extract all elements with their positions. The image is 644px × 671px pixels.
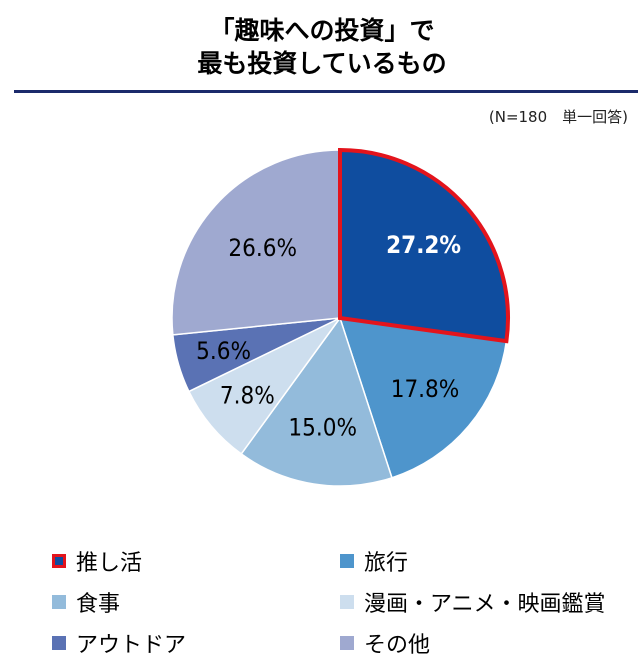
chart-title: 「趣味への投資」で 最も投資しているもの xyxy=(0,14,644,80)
title-divider xyxy=(14,90,638,93)
legend-swatch xyxy=(52,636,66,650)
legend-label: 漫画・アニメ・映画鑑賞 xyxy=(364,592,606,617)
legend-swatch xyxy=(52,554,66,568)
pie-slice-other xyxy=(171,149,341,336)
legend-swatch xyxy=(340,636,354,650)
legend-item-travel: 旅行 xyxy=(340,546,628,576)
chart-title-line-2: 最も投資しているもの xyxy=(197,49,447,78)
legend-label: 食事 xyxy=(76,592,121,617)
legend-label: その他 xyxy=(364,633,431,658)
pie-label-dining: 15.0% xyxy=(288,414,357,442)
chart-title-line-1: 「趣味への投資」で xyxy=(209,16,435,45)
legend-label: 旅行 xyxy=(364,551,409,576)
legend-item-outdoor: アウトドア xyxy=(52,628,340,658)
legend-item-dining: 食事 xyxy=(52,587,340,617)
legend-swatch xyxy=(340,595,354,609)
legend-item-manga-anime-movies: 漫画・アニメ・映画鑑賞 xyxy=(340,587,628,617)
pie-label-other: 26.6% xyxy=(228,234,297,262)
legend-swatch xyxy=(340,554,354,568)
legend-label: 推し活 xyxy=(76,551,143,576)
pie-highlight-outline xyxy=(338,147,510,344)
pie-label-travel: 17.8% xyxy=(391,375,460,403)
pie-slice-travel xyxy=(338,317,508,479)
pie-slice-dining xyxy=(240,316,393,487)
legend-label: アウトドア xyxy=(76,633,187,658)
pie-label-manga-anime-movies: 7.8% xyxy=(220,382,275,410)
pie-label-outdoor: 5.6% xyxy=(196,337,251,365)
legend: 推し活 旅行 食事 漫画・アニメ・映画鑑賞 アウトドア その他 xyxy=(52,546,642,658)
sample-note: (N=180 単一回答) xyxy=(488,108,628,126)
legend-swatch xyxy=(52,595,66,609)
legend-item-oshikatsu: 推し活 xyxy=(52,546,340,576)
pie-label-oshikatsu: 27.2% xyxy=(386,231,461,259)
legend-item-other: その他 xyxy=(340,628,628,658)
